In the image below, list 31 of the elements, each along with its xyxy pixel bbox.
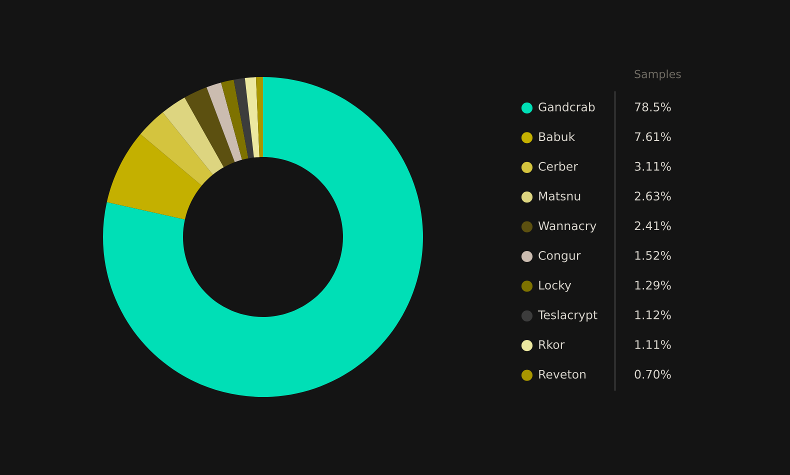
donut-slice	[103, 77, 423, 397]
donut-slice	[162, 98, 224, 175]
donut-slice	[244, 77, 260, 158]
data-label: 3.11%	[634, 162, 671, 171]
legend-label: Wannacry	[538, 221, 596, 233]
donut-slice	[140, 112, 213, 186]
legend-title: Samples	[634, 70, 681, 80]
data-label: 7.61%	[634, 132, 671, 142]
donut-slice	[256, 77, 263, 158]
data-label: 78.5%	[634, 102, 671, 112]
data-label: 2.63%	[634, 192, 671, 201]
legend-label: Rkor	[539, 340, 565, 350]
donut-slice	[184, 87, 235, 168]
legend-label: Reveton	[539, 370, 586, 379]
data-label: 1.29%	[635, 280, 671, 290]
data-label: 1.11%	[635, 340, 671, 350]
legend-label: Babuk	[539, 132, 576, 142]
legend-label: Locky	[539, 280, 572, 292]
data-label: 2.41%	[634, 221, 671, 230]
donut-slice	[234, 78, 254, 158]
data-label: 0.70%	[634, 370, 671, 379]
data-label: 1.12%	[635, 310, 671, 320]
legend-label: Congur	[538, 250, 581, 262]
data-label: 1.52%	[635, 250, 671, 260]
legend-label: Teslacrypt	[538, 310, 598, 322]
legend-label: Matsnu	[539, 192, 580, 201]
donut-slice	[221, 80, 248, 160]
legend-label: Gandcrab	[538, 102, 595, 112]
donut-slice	[206, 82, 242, 162]
donut-slice	[106, 134, 202, 220]
legend-label: Cerber	[538, 162, 578, 171]
